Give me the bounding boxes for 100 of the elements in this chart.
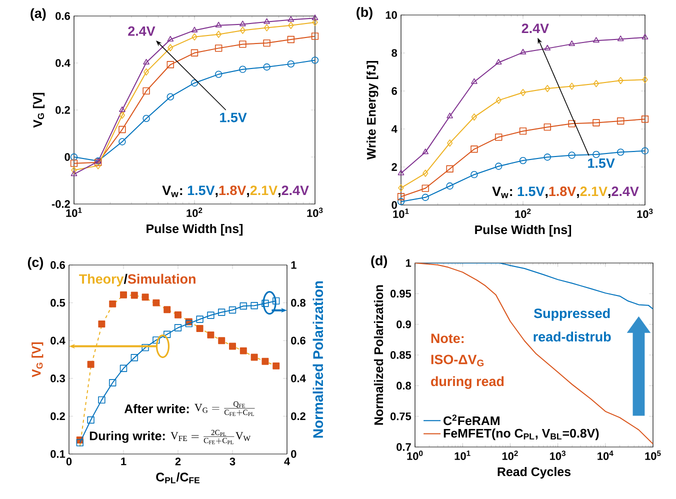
annotation: / [124, 274, 128, 284]
point [495, 134, 502, 141]
y-tick-label: 0.6 [50, 261, 65, 269]
y-tick-label: 0.3 [50, 374, 65, 382]
point [422, 184, 429, 192]
y-axis-title: Write Energy [fJ] [366, 60, 378, 160]
point [446, 165, 454, 172]
point [109, 300, 116, 308]
text: 1.5V [188, 186, 215, 196]
point [240, 26, 246, 34]
y-tick-label: 0.75 [390, 412, 412, 420]
y-tick-label: 0.95 [390, 290, 412, 298]
point [215, 22, 222, 28]
point [397, 198, 405, 206]
annotation: , [216, 193, 218, 198]
x-tick-label: 10$^{3}$ [550, 450, 566, 460]
y2-tick-label: 0.8 [291, 298, 306, 307]
point [447, 139, 453, 147]
x-tick-label: 1 [121, 458, 126, 466]
point [544, 44, 551, 50]
y-tick-label: 0.8 [396, 382, 412, 390]
annotation: Note: [431, 334, 464, 344]
annotation: $\mathrm{V_{G}}=\frac{\mathrm{Q_{FE}}}{\mathrm{C_{FE}}+\mathrm{C_{PL}}}$ [194, 401, 255, 416]
point [144, 68, 150, 76]
point [593, 80, 599, 88]
point [618, 76, 624, 84]
point [312, 14, 318, 20]
text: 1.8V [219, 186, 246, 196]
text: 2.1V [580, 186, 608, 196]
x-tick-label: 10$^{1}$ [454, 450, 470, 460]
annotation: , [577, 194, 579, 198]
point [422, 170, 428, 177]
annotation: After write: [124, 404, 189, 414]
point [288, 16, 294, 22]
y-tick-label: 0.1 [50, 450, 66, 458]
point [239, 66, 246, 73]
point [471, 78, 478, 84]
y2-tick-label: 0.6 [291, 336, 306, 344]
point [569, 82, 575, 90]
annotation: , [247, 193, 250, 198]
text: 1.8V [549, 186, 576, 196]
point [544, 84, 550, 92]
point [263, 39, 270, 47]
point [174, 311, 182, 318]
y-tick-label: 0.85 [390, 351, 412, 359]
annotation: During write: [90, 431, 165, 443]
annotation: 2.4V [522, 24, 549, 33]
point [617, 36, 624, 42]
annotation: Suppressed [534, 308, 610, 321]
point [568, 152, 576, 159]
point [519, 156, 527, 164]
x-tick-label: 10$^{0}$ [407, 450, 423, 460]
point [520, 88, 526, 96]
point [71, 166, 77, 174]
point [118, 126, 126, 134]
point [519, 128, 527, 135]
point [470, 146, 478, 153]
y-tick-label: 0 [64, 153, 70, 161]
point [174, 324, 182, 332]
point [641, 147, 649, 154]
point [262, 358, 269, 365]
y-tick-label: 0.6 [56, 12, 70, 20]
y-tick-label: 2 [392, 163, 397, 171]
point [262, 300, 269, 307]
x-tick-label: 2 [175, 458, 181, 466]
x-axis-title: Pulse Width [ns] [475, 224, 572, 237]
point [264, 24, 270, 32]
point [470, 171, 478, 178]
point [142, 344, 149, 352]
point [98, 320, 106, 328]
point [311, 56, 319, 64]
point [120, 291, 127, 298]
annotation: during read [431, 376, 504, 389]
point [207, 331, 214, 338]
y-tick-label: 0.9 [396, 320, 411, 328]
y-tick-label: 0.2 [56, 106, 70, 114]
annotation: , [608, 194, 610, 198]
series-label: 1.5V [518, 186, 545, 196]
y-tick-label: 10 [386, 11, 397, 19]
y2-tick-label: 0.2 [291, 412, 306, 420]
point [87, 416, 94, 424]
point [544, 154, 551, 161]
y-tick-label: 0.5 [50, 298, 66, 307]
point [142, 87, 150, 95]
point [422, 194, 429, 201]
y-axis-title: V$_{G}$ [V] [32, 92, 45, 128]
point [98, 396, 106, 404]
point [166, 61, 174, 68]
series-label: Theory [79, 274, 124, 286]
point [240, 347, 247, 354]
point [593, 37, 600, 43]
point [642, 76, 648, 84]
chart-title: (a) [30, 8, 46, 21]
y-tick-label: 0.7 [396, 443, 411, 451]
legend-title: V$_{w}$: [492, 186, 512, 198]
legend-label: FeMFET(no C$_{PL}$, V$_{BL}$=0.8V) [444, 428, 599, 440]
point [272, 297, 280, 304]
point [142, 294, 149, 301]
point [190, 49, 198, 56]
y-tick-label: 0.2 [50, 412, 65, 420]
